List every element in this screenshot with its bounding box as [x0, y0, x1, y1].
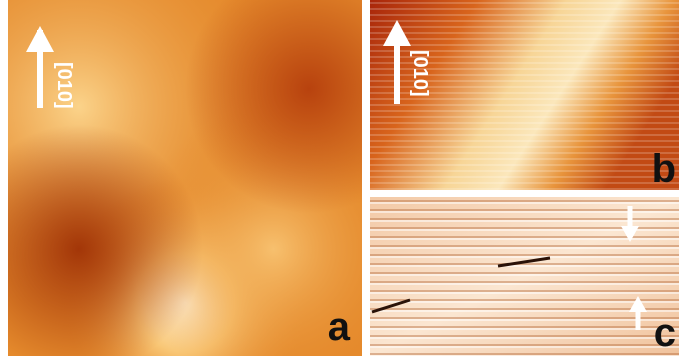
panel-label: a — [328, 305, 351, 349]
panel-label: c — [654, 311, 676, 355]
panel-c: c — [370, 197, 679, 356]
figure: [010] a [010] b c — [0, 0, 679, 356]
stm-texture — [370, 197, 679, 356]
direction-label: [010] — [53, 62, 75, 109]
panel-b: [010] b — [370, 0, 679, 191]
direction-label: [010] — [409, 50, 431, 97]
stm-texture — [8, 0, 362, 356]
panel-label: b — [652, 147, 676, 191]
panel-a: [010] a — [8, 0, 362, 356]
